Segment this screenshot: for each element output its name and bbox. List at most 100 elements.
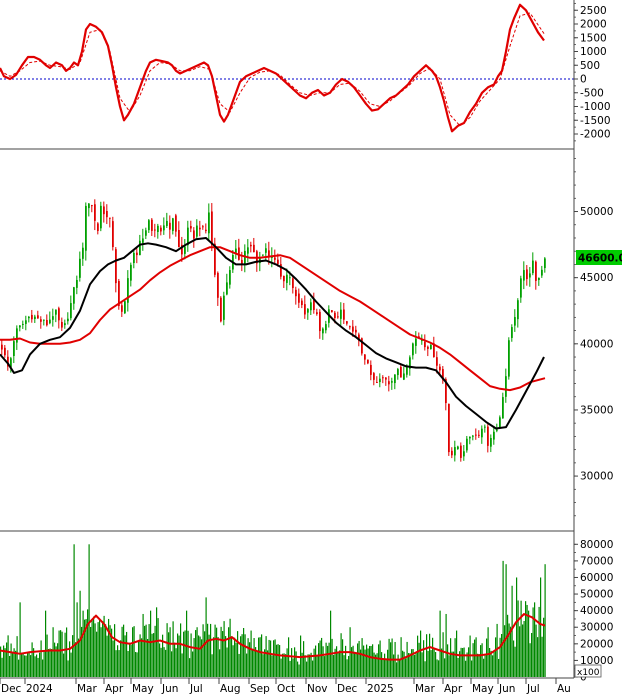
volume-bar	[42, 659, 44, 677]
volume-bar	[490, 650, 492, 677]
volume-bar	[499, 637, 501, 677]
volume-bar	[181, 653, 183, 677]
candle-body	[220, 297, 222, 322]
candle-body	[115, 249, 117, 284]
volume-bar	[222, 631, 224, 677]
volume-bar	[531, 632, 533, 677]
volume-bar	[195, 630, 197, 677]
candle-body	[34, 316, 36, 320]
volume-tick-label: 80000	[580, 539, 613, 551]
time-tick-label: 2024	[26, 683, 53, 695]
volume-bar	[346, 659, 348, 677]
candle-body	[28, 316, 30, 319]
candle-body	[238, 247, 240, 260]
candle-body	[499, 417, 501, 429]
volume-bar	[451, 651, 453, 677]
candle-body	[190, 226, 192, 229]
volume-bar	[292, 658, 294, 677]
volume-bar	[121, 626, 123, 677]
volume-bar	[489, 648, 491, 677]
volume-tick-label: 70000	[580, 555, 613, 567]
volume-panel	[0, 544, 546, 677]
volume-bar	[457, 657, 459, 677]
volume-bar	[271, 655, 273, 677]
volume-bar	[78, 638, 80, 677]
volume-bar	[375, 654, 377, 677]
candle-body	[472, 435, 474, 437]
candle-body	[160, 227, 162, 232]
volume-bar	[306, 661, 308, 677]
volume-bar	[43, 651, 45, 677]
volume-bar	[1, 657, 3, 677]
volume-bar	[250, 630, 252, 677]
volume-bar	[322, 646, 324, 677]
candle-body	[400, 366, 402, 378]
candle-body	[181, 244, 183, 255]
volume-bar	[321, 637, 323, 677]
volume-bar	[399, 659, 401, 677]
volume-bar	[45, 610, 47, 677]
volume-bar	[258, 637, 260, 677]
candle-body	[481, 428, 483, 438]
oscillator-panel	[0, 3, 574, 133]
volume-bar	[397, 654, 399, 677]
candle-body	[43, 319, 45, 321]
candle-body	[391, 381, 393, 383]
volume-bar	[316, 655, 318, 677]
osc-tick-label: -500	[580, 87, 604, 99]
volume-bar	[166, 623, 168, 677]
volume-bar	[69, 641, 71, 677]
volume-bar	[544, 564, 546, 677]
candle-body	[4, 347, 6, 356]
price-tick-label: 50000	[580, 206, 613, 218]
volume-bar	[172, 621, 174, 677]
volume-unit-box	[574, 664, 602, 678]
volume-bar	[19, 602, 21, 677]
volume-bar	[319, 640, 321, 677]
candle-body	[526, 269, 528, 280]
candle-body	[415, 338, 417, 346]
volume-bar	[465, 660, 467, 677]
candle-body	[433, 343, 435, 357]
candle-body	[151, 219, 153, 231]
candle-body	[268, 250, 270, 258]
volume-bar	[147, 638, 149, 677]
candle-body	[133, 252, 135, 264]
volume-bar	[267, 650, 269, 677]
volume-bar	[186, 610, 188, 677]
candle-body	[202, 226, 204, 228]
price-tick-label: 40000	[580, 338, 613, 350]
candle-body	[184, 246, 186, 254]
volume-bar	[190, 633, 192, 677]
time-tick-label: Dec	[1, 683, 22, 695]
candle-body	[445, 379, 447, 404]
candle-body	[403, 373, 405, 380]
time-tick-label: Mar	[77, 683, 97, 695]
time-tick-label: Apr	[444, 683, 463, 695]
volume-bar	[141, 638, 143, 677]
volume-bar	[34, 656, 36, 677]
volume-bar	[415, 652, 417, 677]
volume-bar	[162, 634, 164, 677]
volume-bar	[483, 658, 485, 677]
volume-bar	[88, 544, 90, 677]
volume-bar	[268, 639, 270, 677]
volume-bar	[391, 638, 393, 677]
volume-bar	[276, 644, 278, 677]
volume-bar	[373, 652, 375, 677]
volume-bar	[15, 650, 17, 677]
volume-bar	[243, 628, 245, 677]
volume-bar	[423, 640, 425, 677]
volume-bar	[204, 631, 206, 677]
candle-body	[475, 434, 477, 436]
volume-bar	[117, 645, 119, 677]
volume-bar	[396, 662, 398, 677]
candle-body	[529, 273, 531, 278]
volume-bar	[156, 607, 158, 677]
candle-body	[493, 431, 495, 440]
volume-bar	[238, 653, 240, 677]
volume-bar	[108, 618, 110, 677]
volume-bar	[526, 604, 528, 677]
candle-body	[70, 303, 72, 319]
volume-bar	[135, 651, 137, 677]
